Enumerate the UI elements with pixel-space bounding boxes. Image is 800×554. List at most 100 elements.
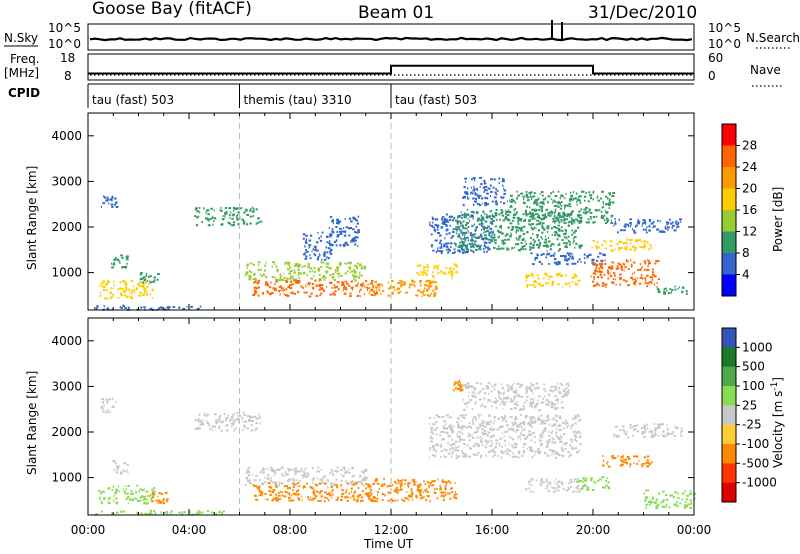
power-data-cell	[679, 218, 682, 221]
velocity-data-cell	[251, 482, 253, 485]
velocity-data-cell	[259, 471, 262, 474]
velocity-data-cell	[371, 499, 373, 502]
power-data-cell	[536, 234, 539, 237]
velocity-data-cell	[664, 435, 667, 438]
power-data-cell	[557, 217, 559, 220]
power-data-cell	[541, 284, 545, 287]
velocity-data-cell	[481, 419, 484, 422]
power-data-cell	[468, 243, 471, 246]
power-data-cell	[649, 220, 651, 223]
power-data-cell	[487, 225, 490, 228]
power-data-cell	[361, 274, 363, 277]
velocity-data-cell	[478, 416, 480, 419]
velocity-data-cell	[484, 445, 486, 448]
power-data-cell	[350, 240, 352, 243]
power-data-cell	[382, 290, 385, 292]
velocity-data-cell	[473, 388, 476, 391]
velocity-data-cell	[355, 482, 358, 485]
power-data-cell	[251, 210, 255, 213]
power-data-cell	[483, 231, 485, 234]
velocity-data-cell	[626, 462, 628, 465]
velocity-data-cell	[467, 432, 470, 435]
power-data-cell	[560, 218, 563, 221]
velocity-data-cell	[576, 432, 578, 435]
velocity-data-cell	[564, 393, 566, 396]
velocity-data-cell	[455, 457, 458, 459]
power-data-cell	[435, 224, 437, 227]
power-data-cell	[475, 193, 478, 196]
velocity-data-cell	[395, 488, 398, 491]
power-data-cell	[261, 274, 264, 277]
power-data-cell	[372, 285, 375, 287]
velocity-data-cell	[510, 401, 512, 404]
velocity-data-cell	[107, 502, 111, 505]
power-data-cell	[329, 233, 333, 236]
power-data-cell	[674, 285, 676, 288]
power-data-cell	[501, 247, 505, 250]
power-data-cell	[321, 231, 324, 234]
velocity-data-cell	[275, 494, 277, 497]
velocity-data-cell	[525, 392, 528, 394]
velocity-data-cell	[327, 486, 329, 489]
power-data-cell	[357, 276, 361, 279]
power-data-cell	[486, 213, 488, 216]
velocity-data-cell	[422, 491, 424, 494]
velocity-data-cell	[450, 426, 453, 429]
velocity-data-cell	[572, 417, 575, 420]
power-data-cell	[467, 229, 469, 232]
power-ylabel: Slant Range [km]	[25, 166, 39, 270]
velocity-data-cell	[417, 486, 421, 488]
velocity-data-cell	[279, 490, 282, 493]
power-data-cell	[457, 215, 460, 217]
power-data-cell	[308, 283, 310, 286]
power-data-cell	[596, 259, 598, 262]
power-data-cell	[311, 250, 313, 253]
velocity-data-cell	[289, 478, 292, 481]
velocity-data-cell	[410, 495, 413, 498]
power-data-cell	[289, 266, 292, 269]
velocity-data-cell	[567, 389, 570, 392]
velocity-data-cell	[163, 501, 165, 504]
velocity-data-cell	[119, 510, 123, 513]
power-data-cell	[547, 200, 548, 203]
velocity-data-cell	[371, 492, 373, 495]
power-data-cell	[477, 244, 480, 247]
power-data-cell	[370, 294, 374, 296]
velocity-data-cell	[383, 477, 385, 480]
velocity-data-cell	[583, 478, 585, 480]
power-data-cell	[533, 241, 535, 244]
power-data-cell	[535, 223, 538, 226]
power-data-cell	[587, 218, 590, 221]
power-data-cell	[541, 263, 543, 265]
power-data-cell	[316, 258, 319, 261]
power-data-cell	[372, 286, 375, 289]
velocity-data-cell	[485, 422, 489, 425]
power-data-cell	[394, 288, 396, 291]
velocity-data-cell	[647, 462, 650, 464]
velocity-data-cell	[541, 432, 545, 435]
power-data-cell	[493, 196, 497, 199]
power-data-cell	[432, 289, 434, 292]
power-data-cell	[428, 283, 431, 286]
power-data-cell	[601, 244, 604, 247]
power-data-cell	[120, 292, 122, 295]
power-data-cell	[633, 271, 636, 274]
power-data-cell	[281, 279, 285, 282]
velocity-data-cell	[528, 421, 530, 424]
power-data-cell	[329, 281, 332, 284]
velocity-data-cell	[99, 491, 101, 494]
power-data-cell	[515, 237, 518, 240]
velocity-data-cell	[529, 401, 531, 404]
power-data-cell	[342, 289, 344, 292]
velocity-data-cell	[233, 429, 235, 432]
power-data-cell	[430, 244, 434, 247]
power-data-cell	[557, 213, 560, 216]
velocity-colorbar-cell	[722, 405, 736, 426]
velocity-data-cell	[442, 431, 445, 433]
power-data-cell	[597, 276, 600, 279]
velocity-data-cell	[693, 497, 696, 500]
velocity-data-cell	[556, 482, 559, 485]
velocity-ytick-label: 1000	[51, 471, 82, 485]
velocity-data-cell	[461, 425, 465, 428]
velocity-data-cell	[164, 511, 166, 514]
